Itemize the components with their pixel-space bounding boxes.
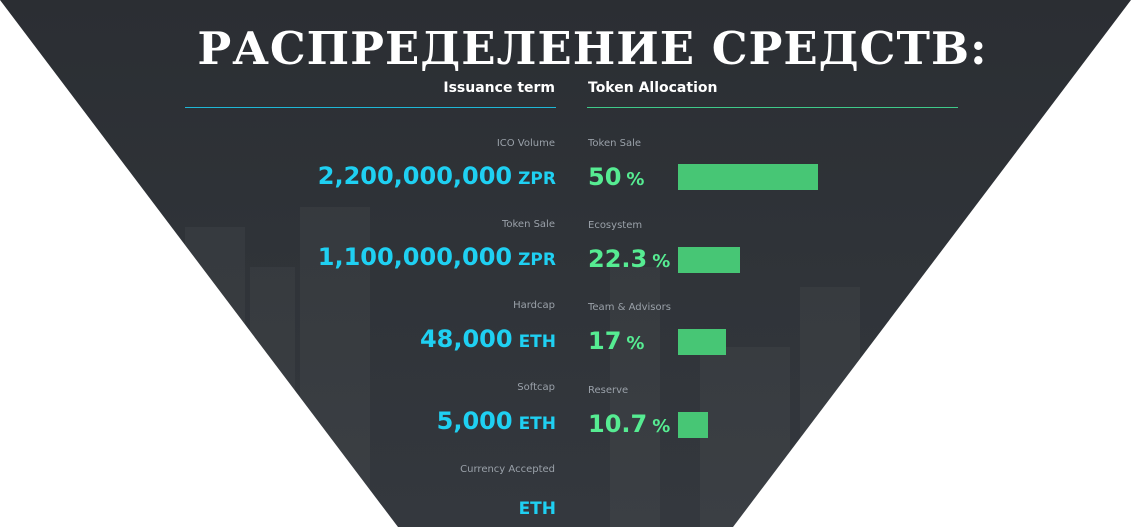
ico-volume-label: ICO Volume	[496, 138, 555, 149]
alloc-token-sale-value: 50%	[588, 163, 644, 191]
page-title: РАСПРЕДЕЛЕНИЕ СРЕДСТВ:	[197, 22, 988, 75]
hardcap-label: Hardcap	[513, 300, 555, 311]
alloc-ecosystem-bar	[678, 247, 740, 273]
alloc-reserve-unit: %	[652, 416, 671, 437]
alloc-token-sale-bar	[678, 164, 818, 190]
issuance-heading: Issuance term	[443, 80, 555, 96]
ico-volume-unit: ZPR	[518, 169, 556, 189]
currency-accepted-unit: ETH	[518, 499, 556, 519]
ico-volume-amount: 2,200,000,000	[317, 162, 513, 190]
alloc-reserve-value: 10.7%	[588, 410, 670, 438]
alloc-ecosystem-value: 22.3%	[588, 245, 670, 273]
alloc-ecosystem-label: Ecosystem	[588, 220, 643, 231]
softcap-amount: 5,000	[436, 407, 513, 435]
currency-accepted-value: ETH	[250, 492, 556, 520]
issuance-divider	[185, 107, 556, 108]
softcap-label: Softcap	[517, 382, 555, 393]
alloc-team-advisors-unit: %	[626, 333, 645, 354]
skyline-building	[250, 267, 295, 527]
token-sale-unit: ZPR	[518, 250, 556, 270]
hardcap-amount: 48,000	[419, 325, 513, 353]
alloc-team-advisors-number: 17	[588, 327, 622, 355]
skyline-building	[800, 287, 860, 527]
alloc-team-advisors-label: Team & Advisors	[588, 302, 671, 313]
softcap-value: 5,000 ETH	[250, 407, 556, 435]
alloc-reserve-bar	[678, 412, 708, 438]
alloc-team-advisors-bar	[678, 329, 726, 355]
alloc-reserve-label: Reserve	[588, 385, 629, 396]
softcap-unit: ETH	[518, 414, 556, 434]
alloc-token-sale-unit: %	[626, 169, 645, 190]
allocation-heading: Token Allocation	[588, 80, 718, 96]
token-sale-label: Token Sale	[501, 219, 555, 230]
hardcap-unit: ETH	[518, 332, 556, 352]
alloc-token-sale-label: Token Sale	[588, 138, 642, 149]
token-sale-value: 1,100,000,000 ZPR	[250, 243, 556, 271]
alloc-ecosystem-unit: %	[652, 251, 671, 272]
token-sale-amount: 1,100,000,000	[317, 243, 513, 271]
alloc-token-sale-number: 50	[588, 163, 622, 191]
alloc-team-advisors-value: 17%	[588, 327, 644, 355]
allocation-divider	[587, 107, 958, 108]
alloc-reserve-number: 10.7	[588, 410, 648, 438]
skyline-building	[700, 347, 790, 527]
alloc-ecosystem-number: 22.3	[588, 245, 648, 273]
hardcap-value: 48,000 ETH	[250, 325, 556, 353]
skyline-building	[185, 227, 245, 527]
ico-volume-value: 2,200,000,000 ZPR	[250, 162, 556, 190]
currency-accepted-label: Currency Accepted	[460, 464, 555, 475]
